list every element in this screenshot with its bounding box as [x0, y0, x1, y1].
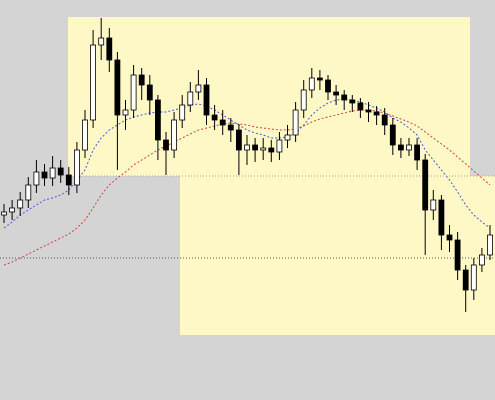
- candle-body: [414, 144, 421, 161]
- candle-body: [130, 74, 137, 111]
- candle-body: [422, 159, 429, 211]
- candle-body: [138, 74, 145, 86]
- candle-body: [381, 114, 388, 126]
- candle-body: [65, 174, 72, 186]
- candle-body: [268, 147, 275, 153]
- candle-body: [325, 79, 331, 93]
- candle-body: [49, 167, 56, 179]
- candle-body: [106, 37, 113, 61]
- candle-body: [316, 77, 323, 81]
- candle-body: [349, 99, 356, 104]
- candle-body: [276, 139, 283, 153]
- candle-body: [41, 171, 48, 179]
- candle-body: [244, 144, 250, 151]
- candle-body: [454, 239, 461, 271]
- candle-body: [154, 99, 161, 141]
- candle-body: [33, 171, 40, 186]
- candle-body: [438, 199, 445, 236]
- candle-body: [187, 91, 194, 106]
- candle-body: [122, 109, 129, 116]
- candle-body: [9, 207, 16, 213]
- candle-body: [82, 119, 88, 151]
- candle-body: [470, 264, 477, 291]
- candle-body: [389, 124, 396, 146]
- candle-body: [211, 114, 218, 121]
- candle-body: [446, 234, 453, 241]
- candle-body: [219, 119, 226, 126]
- candle-body: [487, 234, 493, 256]
- candle-body: [341, 94, 348, 101]
- zone-lower: [180, 176, 495, 335]
- candle-body: [430, 199, 437, 211]
- candle-body: [98, 37, 105, 46]
- candle-body: [252, 144, 259, 151]
- candle-body: [373, 111, 380, 116]
- candle-body: [179, 104, 186, 121]
- candle-body: [114, 59, 121, 116]
- candle-body: [74, 149, 80, 186]
- candle-body: [163, 139, 169, 151]
- candle-body: [478, 254, 485, 266]
- candle-body: [300, 89, 307, 111]
- candle-body: [406, 144, 412, 151]
- candle-body: [365, 109, 372, 113]
- candle-body: [90, 44, 96, 121]
- candle-body: [235, 129, 242, 151]
- candle-body: [397, 144, 404, 151]
- candle-body: [308, 77, 315, 91]
- candle-body: [195, 84, 202, 93]
- candle-body: [227, 124, 234, 131]
- moving-average: [3, 109, 491, 266]
- candle-body: [25, 184, 32, 201]
- candle-body: [333, 91, 340, 96]
- candle-body: [171, 119, 178, 151]
- moving-average: [3, 98, 491, 229]
- candle-body: [462, 269, 469, 291]
- candle-body: [357, 102, 364, 111]
- candle-body: [292, 109, 299, 136]
- plot: [0, 18, 495, 312]
- candle-body: [17, 199, 24, 209]
- candle-body: [146, 84, 153, 101]
- candle-body: [1, 211, 7, 216]
- candle-body: [203, 84, 210, 116]
- candle-body: [260, 147, 267, 151]
- candle-body: [57, 167, 64, 176]
- candle-body: [284, 134, 291, 141]
